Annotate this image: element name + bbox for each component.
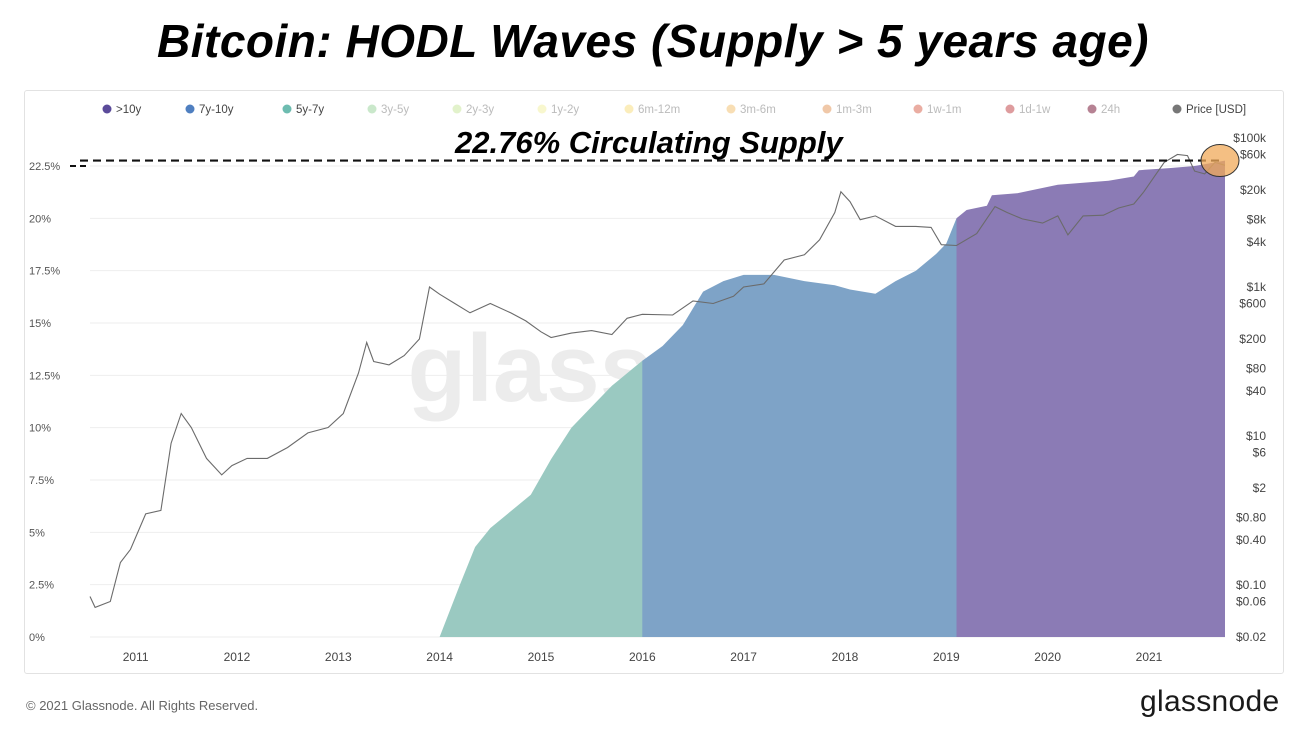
x-tick-label: 2011 (123, 650, 149, 664)
legend-swatch-7 (726, 104, 736, 114)
legend-swatch-0 (102, 104, 112, 114)
x-tick-label: 2014 (426, 650, 453, 664)
chart-panel: glassnode 0%2.5%5%7.5%10%12.5%15%17.5%20… (24, 90, 1284, 674)
legend-swatch-8 (822, 104, 832, 114)
legend-swatch-3 (367, 104, 377, 114)
area-series (439, 160, 1226, 638)
legend-swatch-5 (537, 104, 547, 114)
price-tick-label: $2 (1253, 481, 1267, 495)
price-tick-label: $80 (1246, 362, 1266, 376)
brand-logo: glassnode (1140, 685, 1280, 718)
reference-line (70, 144, 1240, 178)
y-tick-label: 22.5% (29, 161, 60, 173)
legend-label: 1d-1w (1019, 104, 1051, 116)
price-tick-label: $4k (1247, 235, 1267, 249)
legend-label: 5y-7y (296, 104, 324, 116)
y-tick-label: 10% (29, 423, 51, 435)
legend-swatch-1 (185, 104, 195, 114)
price-tick-label: $40 (1246, 384, 1266, 398)
legend-label: 24h (1101, 104, 1120, 116)
price-tick-label: $1k (1247, 280, 1267, 294)
copyright-footer: © 2021 Glassnode. All Rights Reserved. (26, 698, 259, 713)
legend-swatch-9 (913, 104, 923, 114)
legend-label: >10y (116, 104, 142, 116)
price-tick-label: $0.80 (1236, 511, 1266, 525)
legend-swatch-11 (1087, 104, 1097, 114)
x-tick-label: 2012 (224, 650, 251, 664)
price-tick-label: $20k (1240, 183, 1267, 197)
price-tick-label: $200 (1239, 332, 1266, 346)
price-series (89, 153, 1226, 609)
legend-swatch-12 (1172, 104, 1182, 114)
price-tick-label: $0.02 (1236, 630, 1266, 644)
y-axis-right: $0.02 $0.06 $0.10 $0.40 $0.80 $2 $6 $10 $40 $80 $2… (1233, 131, 1267, 644)
y-axis-left: 0% 2.5% 5% 7.5% 10% 12.5% 15% 17.5% 20% 22.5% (29, 161, 60, 644)
price-line (89, 153, 1226, 609)
y-tick-label: 5% (29, 527, 45, 539)
price-tick-label: $100k (1233, 131, 1267, 145)
price-tick-label: $0.06 (1236, 594, 1266, 608)
price-tick-label: $60k (1240, 148, 1267, 162)
x-tick-label: 2019 (933, 650, 960, 664)
legend: >10y 7y-10y 5y-7y 3y-5y 2y-3y 1y-2y 6m-12m 3m-6… (102, 104, 1246, 116)
price-tick-label: $600 (1239, 297, 1266, 311)
x-tick-label: 2016 (629, 650, 656, 664)
x-tick-label: 2013 (325, 650, 352, 664)
price-tick-label: $8k (1247, 213, 1267, 227)
y-tick-label: 12.5% (29, 370, 60, 382)
legend-label: 2y-3y (466, 104, 494, 116)
x-tick-label: 2021 (1136, 650, 1163, 664)
y-tick-label: 7.5% (29, 475, 54, 487)
supply-annotation: 22.76% Circulating Supply (454, 125, 844, 160)
price-tick-label: $6 (1253, 445, 1267, 459)
x-tick-label: 2015 (528, 650, 555, 664)
x-tick-label: 2018 (832, 650, 859, 664)
y-tick-label: 15% (29, 318, 51, 330)
area--10y (956, 160, 1225, 637)
legend-label: Price [USD] (1186, 104, 1246, 116)
hodl-waves-chart: glassnode 0%2.5%5%7.5%10%12.5%15%17.5%20… (29, 104, 1267, 664)
legend-swatch-4 (452, 104, 462, 114)
price-tick-label: $0.10 (1236, 578, 1266, 592)
y-tick-label: 2.5% (29, 580, 54, 592)
legend-label: 3y-5y (381, 104, 409, 116)
legend-swatch-10 (1005, 104, 1015, 114)
legend-label: 7y-10y (199, 104, 234, 116)
legend-label: 3m-6m (740, 104, 776, 116)
price-tick-label: $0.40 (1236, 533, 1266, 547)
x-tick-label: 2017 (730, 650, 757, 664)
highlight-circle (1200, 144, 1240, 178)
legend-label: 1m-3m (836, 104, 872, 116)
y-tick-label: 17.5% (29, 266, 60, 278)
legend-label: 1y-2y (551, 104, 579, 116)
legend-swatch-6 (624, 104, 634, 114)
legend-swatch-2 (282, 104, 292, 114)
page-title: Bitcoin: HODL Waves (Supply > 5 years ag… (157, 15, 1149, 67)
price-tick-label: $10 (1246, 429, 1266, 443)
y-tick-label: 0% (29, 632, 45, 644)
x-tick-label: 2020 (1034, 650, 1061, 664)
legend-label: 6m-12m (638, 104, 680, 116)
y-tick-label: 20% (29, 213, 51, 225)
legend-label: 1w-1m (927, 104, 962, 116)
x-axis: 2011 2012 2013 2014 2015 2016 2017 2018 2019 2020… (123, 650, 1163, 664)
